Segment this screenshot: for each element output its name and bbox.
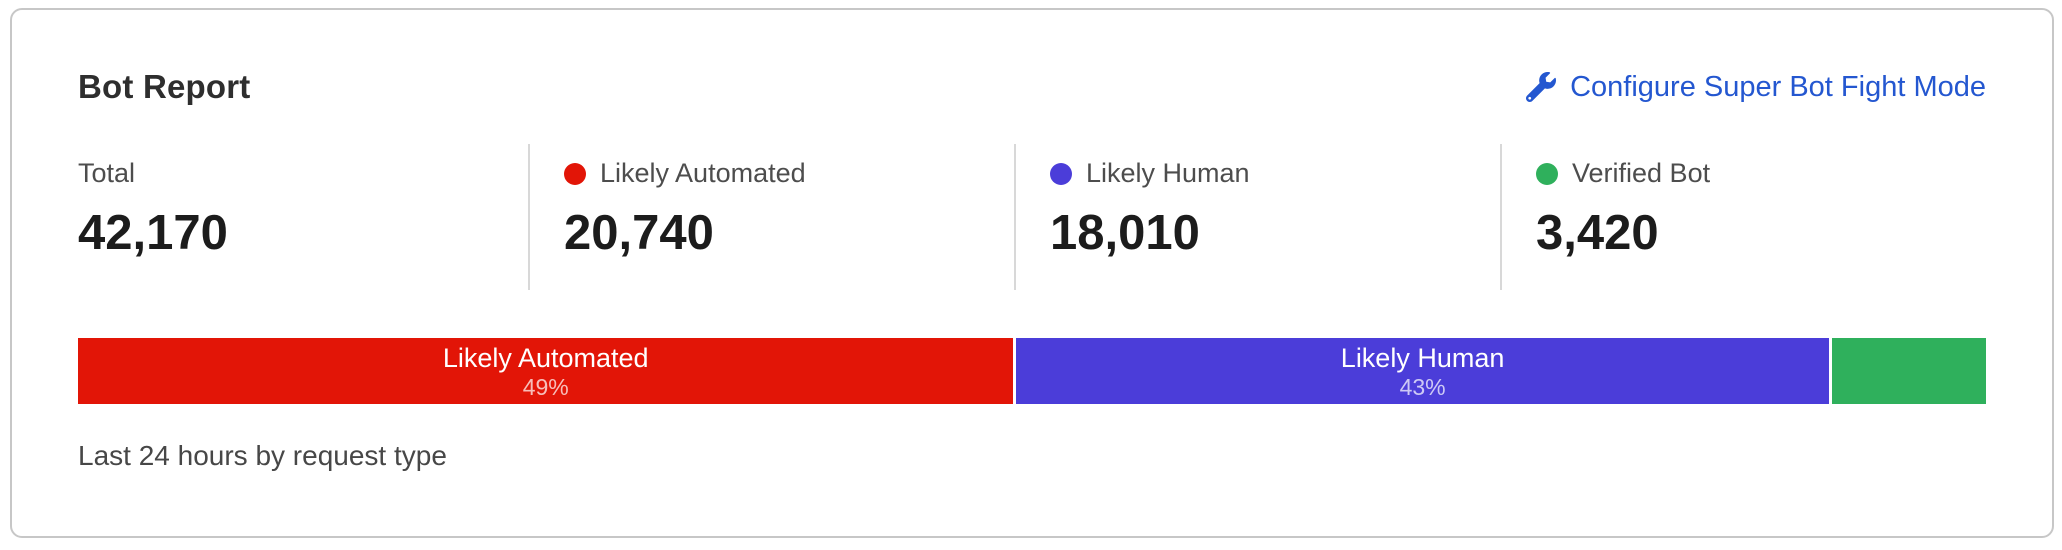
- time-range-caption: Last 24 hours by request type: [78, 440, 447, 471]
- stat-verified-bot: Verified Bot 3,420: [1500, 144, 1986, 290]
- bar-segment-likely-automated: Likely Automated 49%: [78, 338, 1014, 404]
- stats-row: Total 42,170 Likely Automated 20,740 Lik…: [78, 144, 1986, 290]
- likely-human-dot-icon: [1050, 162, 1072, 185]
- bar-segment-label: Likely Human: [1340, 342, 1505, 373]
- stat-total-value: 42,170: [78, 206, 228, 260]
- bar-segment-verified-bot: [1831, 338, 1986, 404]
- stat-likely-automated: Likely Automated 20,740: [528, 144, 1014, 290]
- page-title: Bot Report: [78, 68, 251, 105]
- stat-total: Total 42,170: [78, 144, 528, 290]
- bar-segment-label: Likely Automated: [442, 342, 649, 373]
- configure-super-bot-fight-mode-link[interactable]: Configure Super Bot Fight Mode: [1526, 71, 1986, 104]
- stat-verified-bot-label: Verified Bot: [1572, 158, 1711, 188]
- configure-link-label: Configure Super Bot Fight Mode: [1570, 70, 1986, 103]
- stat-verified-bot-value: 3,420: [1536, 206, 1659, 260]
- stat-total-label: Total: [78, 158, 136, 188]
- bar-segment-likely-human: Likely Human 43%: [1016, 338, 1829, 404]
- bar-segment-percent: 43%: [1399, 373, 1446, 400]
- bot-report-card: Bot Report Configure Super Bot Fight Mod…: [10, 8, 2054, 538]
- likely-automated-dot-icon: [564, 162, 586, 185]
- wrench-icon: [1526, 72, 1557, 102]
- stat-likely-human-value: 18,010: [1050, 206, 1200, 260]
- stat-likely-human-label: Likely Human: [1086, 158, 1250, 188]
- card-header: Bot Report Configure Super Bot Fight Mod…: [78, 68, 1986, 106]
- request-type-stacked-bar: Likely Automated 49% Likely Human 43%: [78, 338, 1986, 404]
- stat-likely-automated-label: Likely Automated: [600, 158, 806, 188]
- stat-likely-human: Likely Human 18,010: [1014, 144, 1500, 290]
- stat-likely-automated-value: 20,740: [564, 206, 714, 260]
- verified-bot-dot-icon: [1536, 162, 1558, 185]
- bar-segment-percent: 49%: [522, 373, 569, 400]
